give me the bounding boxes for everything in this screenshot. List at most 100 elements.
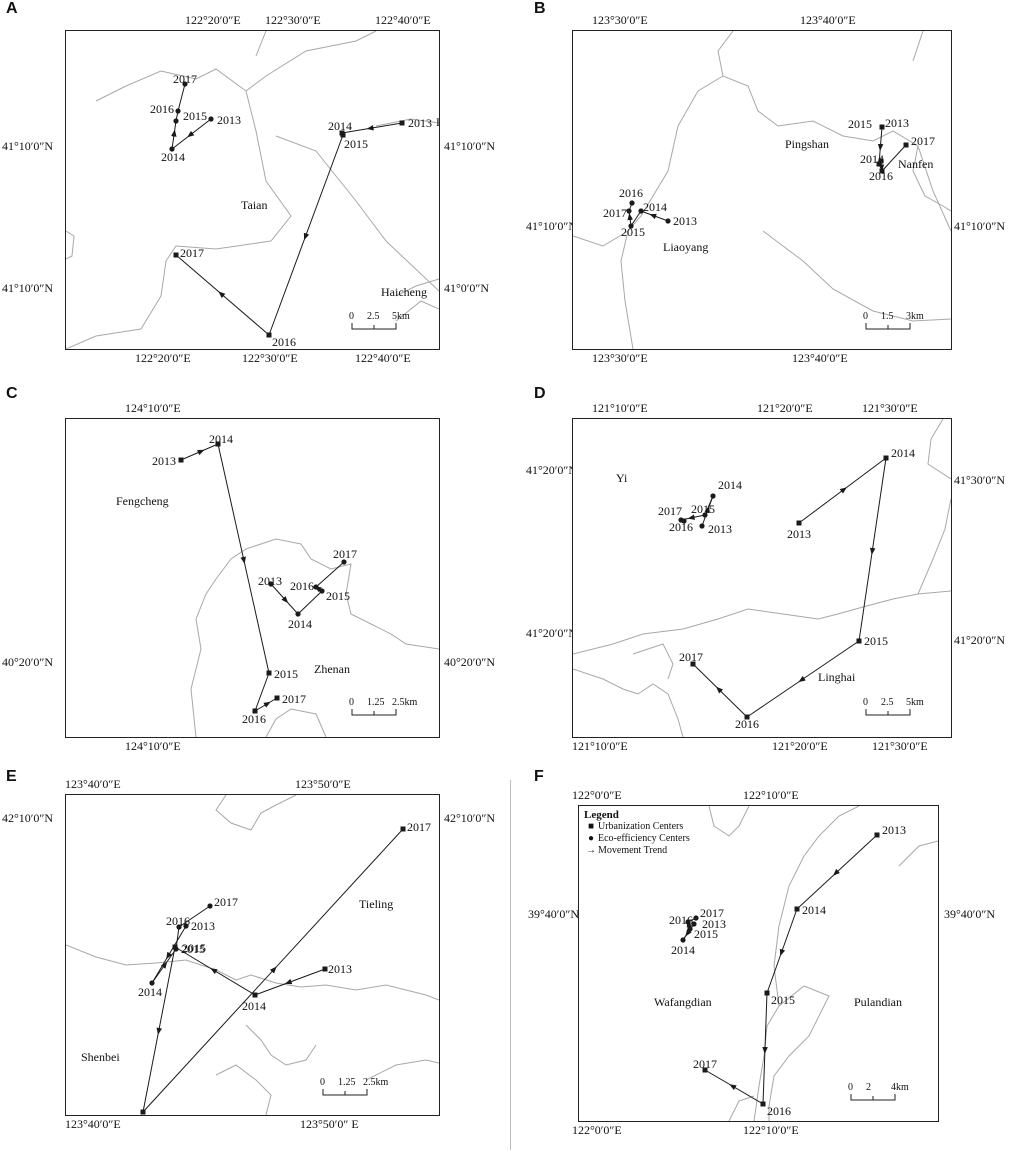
urbanization-center-point [690, 661, 696, 667]
map-canvas: YiLinghai2013201420152016201720132014201… [573, 419, 951, 737]
admin-boundary [215, 795, 297, 831]
eco-efficiency-center-point [693, 915, 699, 921]
admin-boundary [753, 985, 830, 1121]
panel-label-e: E [6, 768, 17, 785]
scale-tick-label: 1.5 [881, 311, 894, 322]
urbanization-center-point [172, 944, 178, 950]
eco-efficiency-center-point [341, 559, 347, 565]
movement-arrow [716, 686, 724, 694]
top-coord-label: 121°20′0″E [757, 401, 813, 415]
movement-arrow [240, 556, 246, 564]
eco-efficiency-center-point [208, 116, 214, 122]
top-coord-label: 122°20′0″E [185, 13, 241, 27]
urbanization-center-point [794, 906, 800, 912]
left-coord-label: 42°10′0″N [2, 811, 54, 825]
right-coord-label: 41°10′0″N [954, 219, 1006, 233]
year-label: 2017 [180, 246, 204, 260]
eco-efficiency-center-point [182, 81, 188, 87]
urbanization-center-point [744, 714, 750, 720]
legend-item-label: Eco-efficiency Centers [598, 833, 690, 844]
movement-arrow [869, 547, 876, 555]
movement-arrow [798, 675, 806, 683]
movement-arrow [366, 124, 375, 131]
eco-efficiency-track-segment-2014-2015 [704, 495, 714, 516]
year-label: 2014 [328, 119, 352, 133]
year-label: 2016 [735, 717, 759, 731]
year-label: 2017 [693, 1057, 717, 1071]
admin-boundary [573, 668, 684, 737]
year-label: 2013 [702, 917, 726, 931]
admin-boundary [912, 31, 924, 62]
admin-boundary [620, 230, 634, 349]
year-label: 2013 [152, 454, 176, 468]
year-label: 2014 [209, 432, 233, 446]
left-coord-label: 41°20′0″N [526, 626, 578, 640]
bottom-coord-label: 124°10′0″E [125, 739, 181, 753]
admin-boundary [395, 278, 439, 297]
region-label: Pingshan [785, 137, 829, 151]
top-coord-label: 123°40′0″E [800, 13, 856, 27]
region-label: Pulandian [854, 995, 902, 1009]
year-label: 2017 [658, 504, 682, 518]
admin-boundary [66, 68, 292, 349]
urbanization-center-point [252, 992, 258, 998]
left-coord-label: 41°10′0″N [2, 281, 54, 295]
eco-efficiency-track-segment-2014-2015 [630, 210, 642, 227]
movement-arrow [156, 1027, 163, 1035]
right-coord-label: 40°20′0″N [444, 655, 496, 669]
top-coord-label: 123°40′0″E [65, 777, 121, 791]
top-coord-label: 123°50′0″E [295, 777, 351, 791]
eco-efficiency-center-point [175, 108, 181, 114]
scale-tick-label: 1.25 [367, 697, 385, 708]
admin-boundary [215, 1064, 272, 1115]
admin-boundary [573, 590, 951, 655]
eco-efficiency-center-point [176, 924, 182, 930]
region-label: Yi [616, 471, 628, 485]
year-label: 2016 [129, 1113, 153, 1115]
year-label: 2014 [671, 943, 695, 957]
eco-efficiency-center-point [685, 919, 691, 925]
urbanization-center-point [274, 695, 280, 701]
bottom-coord-label: 121°20′0″E [772, 739, 828, 753]
movement-arrow [839, 487, 847, 494]
map-frame: Liaoyang Taian Haicheng 2013 2014 2015 2016 201… [65, 30, 440, 350]
year-label: 2013 [328, 962, 352, 976]
year-label: 2016 [669, 913, 693, 927]
year-label: 2015 [621, 225, 645, 239]
legend-symbol-icon: ■ [587, 821, 595, 832]
top-coord-label: 121°10′0″E [592, 401, 648, 415]
movement-arrow [832, 868, 841, 876]
map-frame: Pingshan Nanfen Liaoyang 2013 2014 2015 2016 20… [572, 30, 952, 350]
eco-efficiency-center-point [628, 223, 634, 229]
year-label: 2017 [407, 820, 431, 834]
admin-boundary [573, 75, 951, 247]
urbanization-center-point [266, 670, 272, 676]
region-label: Fengcheng [116, 494, 169, 508]
urbanization-center-point [876, 161, 882, 167]
region-label: Linghai [818, 670, 856, 684]
urbanization-center-point [252, 708, 258, 714]
year-label: 2015 [326, 589, 350, 603]
year-label: 2017 [173, 72, 197, 86]
eco-efficiency-center-point [313, 584, 319, 590]
eco-efficiency-center-point [319, 588, 325, 594]
urbanization-center-point [266, 332, 272, 338]
year-label: 2013 [258, 574, 282, 588]
scale-bar: 0 1.5 3km [863, 311, 924, 330]
region-label: Zhenan [314, 662, 350, 676]
legend-item: → Movement Trend [584, 845, 690, 857]
year-label: 2017 [679, 650, 703, 664]
bottom-coord-label: 123°50′0″ E [300, 1117, 359, 1131]
left-coord-label: 41°20′0″N [526, 463, 578, 477]
admin-boundary [395, 300, 439, 322]
movement-arrow [687, 514, 696, 520]
year-label: 2016 [290, 579, 314, 593]
urbanization-center-point [874, 832, 880, 838]
urbanization-center-point [760, 1101, 766, 1107]
year-label: 2015 [691, 502, 715, 516]
eco-efficiency-center-point [687, 926, 693, 932]
movement-arrow [627, 213, 633, 221]
year-label: 2017 [282, 692, 306, 706]
left-coord-label: 40°20′0″N [2, 655, 54, 669]
